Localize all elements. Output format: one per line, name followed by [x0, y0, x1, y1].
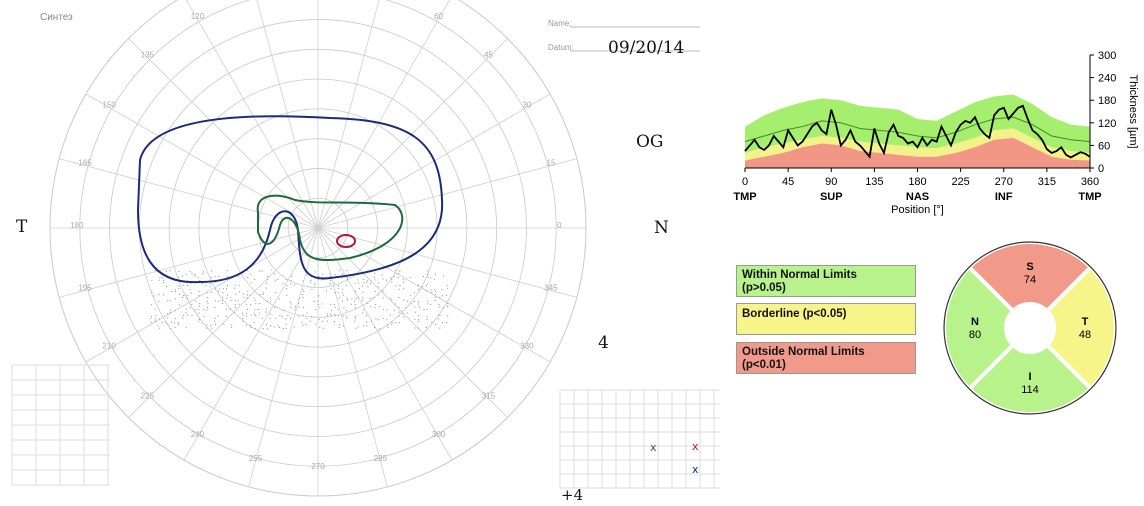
meridian-label: 165	[78, 159, 92, 168]
field-meridian	[318, 228, 577, 297]
eye-label-handwritten: OG	[636, 132, 664, 152]
legend-borderline-label: Borderline (p<0.05)	[742, 308, 910, 321]
region-label: TMP	[1078, 191, 1101, 203]
meridian-label: 255	[249, 454, 263, 463]
meridian-label: 135	[141, 50, 155, 59]
marker-red: x	[692, 440, 699, 453]
date-handwritten: 09/20/14	[608, 38, 684, 58]
temporal-side-label: T	[16, 217, 27, 237]
meridian-label: 0	[557, 221, 562, 230]
donut-hole	[1006, 304, 1054, 352]
meridian-label: 180	[70, 221, 84, 230]
note-handwritten-plus4: +4	[561, 486, 583, 504]
marker-green: x	[650, 441, 657, 454]
meridian-label: 60	[434, 12, 443, 21]
sector-value-N: 80	[969, 329, 981, 341]
marker-blue: x	[692, 463, 699, 476]
form-date-label: Datum:	[548, 43, 574, 52]
sector-label-N: N	[971, 316, 979, 328]
quadrant-thickness-donut: S74 T48 I114 N80	[930, 238, 1130, 418]
x-tick-label: 90	[825, 176, 837, 188]
x-tick-label: 180	[908, 176, 926, 188]
field-meridian	[318, 159, 577, 228]
field-meridian	[318, 228, 508, 418]
visual-field-chart: 1059075604530150345330315300285270255240…	[0, 0, 730, 506]
form-name-label: Name:	[548, 19, 572, 28]
isopter-inner	[337, 235, 355, 247]
sector-value-T: 48	[1079, 329, 1091, 341]
legend-outside-normal: Outside Normal Limits (p<0.01)	[736, 342, 916, 374]
meridian-label: 210	[102, 342, 116, 351]
sector-value-I: 114	[1021, 384, 1039, 396]
field-meridian	[128, 228, 318, 418]
region-label: NAS	[906, 191, 929, 203]
meridian-label: 330	[520, 342, 534, 351]
x-tick-label: 0	[742, 176, 748, 188]
meridian-label: 150	[102, 100, 116, 109]
nasal-side-label: N	[654, 218, 669, 238]
y-tick-label: 300	[1098, 50, 1116, 62]
y-tick-label: 240	[1098, 73, 1116, 85]
field-meridian	[128, 38, 318, 228]
region-label: TMP	[733, 191, 756, 203]
meridian-label: 195	[78, 283, 92, 292]
x-tick-label: 45	[782, 176, 794, 188]
x-tick-label: 270	[995, 176, 1013, 188]
sector-value-S: 74	[1024, 274, 1036, 286]
meridian-label: 15	[547, 159, 556, 168]
x-tick-label: 315	[1038, 176, 1056, 188]
x-tick-label: 360	[1081, 176, 1099, 188]
legend-outside-label: Outside Normal Limits	[742, 346, 910, 359]
legend-outside-sub: (p<0.01)	[742, 359, 910, 372]
x-axis-label: Position [°]	[891, 204, 944, 216]
region-label: INF	[995, 191, 1013, 203]
meridian-label: 30	[522, 100, 531, 109]
meridian-label: 345	[544, 283, 558, 292]
y-axis-label: Thickness [µm]	[1127, 74, 1139, 148]
field-meridian	[59, 228, 318, 297]
y-tick-label: 180	[1098, 95, 1116, 107]
legend-borderline: Borderline (p<0.05)	[736, 303, 916, 335]
sector-label-T: T	[1082, 316, 1089, 328]
region-label: SUP	[820, 191, 843, 203]
meridian-label: 45	[484, 50, 493, 59]
y-tick-label: 120	[1098, 118, 1116, 130]
sector-label-S: S	[1026, 261, 1033, 273]
meridian-label: 225	[141, 392, 155, 401]
field-meridian	[249, 228, 318, 487]
meridian-label: 315	[482, 392, 496, 401]
field-meridian	[318, 228, 387, 487]
field-meridian	[318, 38, 508, 228]
meridian-label: 270	[311, 462, 325, 471]
rnfl-thickness-chart: 0 60 120 180 240 300 0 45 90 135 180 225 270 315 360 TM…	[730, 40, 1144, 235]
y-tick-label: 0	[1098, 163, 1104, 175]
legend-within-normal: Within Normal Limits (p>0.05)	[736, 265, 916, 297]
sector-label-I: I	[1028, 371, 1031, 383]
meridian-label: 240	[191, 430, 205, 439]
legend-within-sub: (p>0.05)	[742, 282, 910, 295]
field-meridian	[59, 159, 318, 228]
x-tick-label: 135	[865, 176, 883, 188]
note-handwritten-4: 4	[598, 333, 609, 353]
logo-text: Синтез	[40, 12, 73, 23]
y-tick-label: 60	[1098, 140, 1110, 152]
x-tick-label: 225	[951, 176, 969, 188]
meridian-label: 300	[432, 430, 446, 439]
legend-within-label: Within Normal Limits	[742, 269, 910, 282]
meridian-label: 120	[191, 12, 205, 21]
meridian-label: 285	[374, 454, 388, 463]
